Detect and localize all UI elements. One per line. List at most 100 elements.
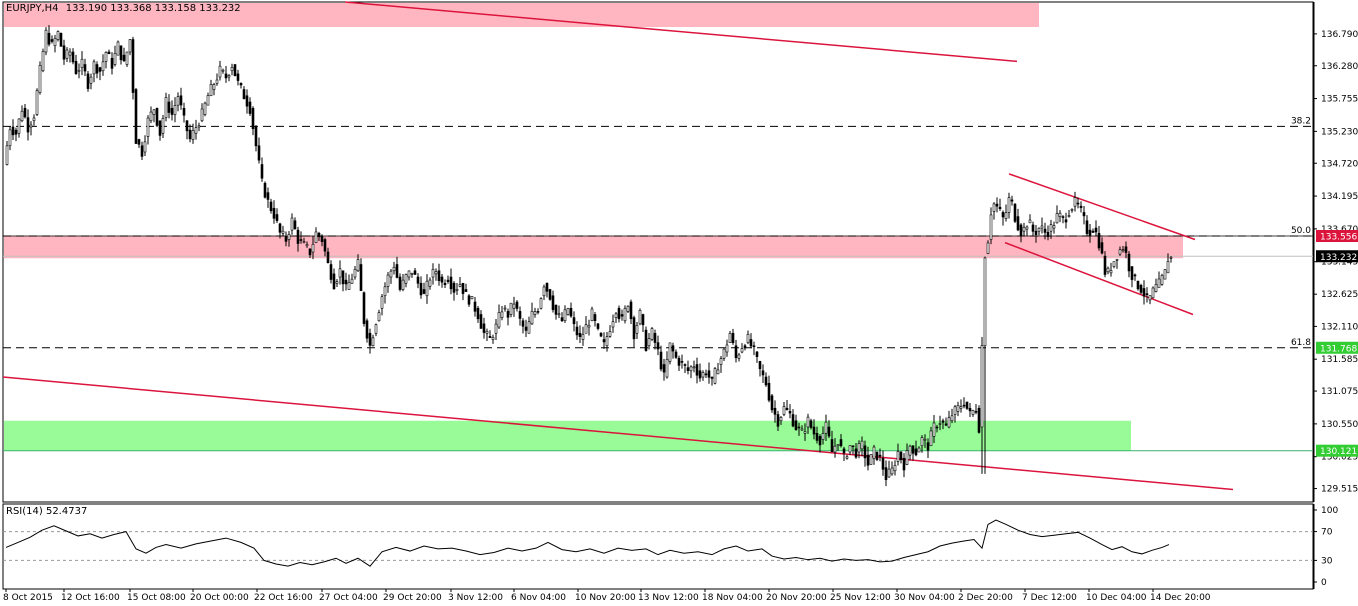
- candle-body: [758, 361, 762, 370]
- candle-body: [320, 236, 324, 242]
- y-tick-label: 133.145: [1321, 258, 1358, 268]
- candle-body: [242, 89, 246, 100]
- candle-body: [722, 348, 726, 359]
- candle-body: [407, 270, 411, 278]
- candle-body: [347, 282, 351, 290]
- candle-body: [1169, 257, 1173, 259]
- candle-body: [332, 273, 336, 290]
- trendline: [2, 376, 1234, 491]
- candle-body: [938, 423, 942, 425]
- support-price-label: 130.121: [1320, 447, 1357, 457]
- candle-body: [1115, 258, 1119, 261]
- candle-body: [593, 314, 597, 321]
- candle-body: [128, 39, 132, 53]
- candle-body: [728, 333, 732, 343]
- fib-level-label: 61.8: [1291, 338, 1311, 348]
- candle-body: [68, 51, 72, 56]
- candle-body: [1013, 203, 1017, 222]
- candle-body: [737, 354, 741, 359]
- candle-body: [83, 64, 87, 72]
- candle-body: [1052, 225, 1056, 229]
- candle-body: [254, 126, 258, 147]
- candle-body: [716, 369, 720, 375]
- candle-body: [245, 95, 249, 107]
- candle-body: [779, 417, 783, 422]
- candle-body: [212, 84, 216, 90]
- candle-body: [941, 420, 945, 423]
- level-618-price-label: 131.768: [1320, 344, 1357, 354]
- candle-body: [512, 303, 516, 309]
- candle-body: [248, 101, 252, 114]
- y-tick-label: 134.720: [1321, 159, 1358, 169]
- rsi-tick-label: 30: [1321, 556, 1333, 566]
- x-tick-label: 2 Dec 20:00: [958, 593, 1013, 603]
- candle-body: [749, 339, 753, 347]
- candle-body: [839, 439, 843, 447]
- support-zone: [4, 420, 1131, 451]
- rsi-tick-label: 0: [1321, 578, 1327, 588]
- candle-body: [620, 314, 624, 317]
- y-tick-label: 134.195: [1321, 192, 1358, 202]
- candle-body: [659, 351, 663, 370]
- candle-body: [686, 367, 690, 371]
- candle-body: [878, 454, 882, 457]
- candle-body: [53, 38, 57, 47]
- candle-body: [974, 411, 978, 413]
- y-tick-label: 132.110: [1321, 322, 1358, 332]
- candle-body: [275, 214, 279, 221]
- candle-body: [1100, 242, 1104, 254]
- candle-body: [224, 73, 228, 79]
- candle-body: [77, 69, 81, 72]
- rsi-tick-label: 100: [1321, 506, 1338, 516]
- candle-body: [308, 248, 312, 256]
- candle-body: [677, 357, 681, 366]
- candle-body: [479, 314, 483, 329]
- candle-body: [1127, 253, 1131, 272]
- x-tick-label: 10 Nov 20:00: [575, 593, 636, 603]
- candle-body: [227, 75, 231, 78]
- candle-body: [767, 382, 771, 401]
- candle-body: [824, 421, 828, 434]
- candle-body: [335, 281, 339, 284]
- candle-body: [623, 308, 627, 322]
- candle-body: [917, 447, 921, 453]
- trendline: [344, 1, 1018, 63]
- candle-body: [113, 53, 117, 65]
- x-tick-label: 14 Dec 20:00: [1150, 593, 1211, 603]
- candle-body: [464, 289, 468, 292]
- candle-body: [35, 90, 39, 115]
- candle-body: [1031, 224, 1035, 232]
- candle-body: [485, 331, 489, 334]
- candle-body: [986, 242, 990, 254]
- candle-body: [1163, 269, 1167, 280]
- candle-body: [551, 295, 555, 310]
- candle-body: [1121, 249, 1125, 251]
- candle-body: [695, 364, 699, 376]
- x-tick-label: 13 Nov 12:00: [638, 593, 699, 603]
- candle-body: [569, 307, 573, 317]
- candle-body: [467, 295, 471, 305]
- x-tick-label: 8 Oct 2015: [3, 593, 53, 603]
- candle-body: [17, 118, 21, 134]
- candle-body: [155, 107, 159, 126]
- candle-body: [671, 345, 675, 352]
- candle-body: [578, 332, 582, 337]
- candle-body: [443, 282, 447, 286]
- candle-body: [95, 64, 99, 74]
- candle-body: [746, 334, 750, 343]
- candle-body: [761, 370, 765, 376]
- candle-body: [770, 395, 774, 411]
- candle-body: [848, 445, 852, 453]
- candle-body: [107, 51, 111, 55]
- level-50-price-label: 133.556: [1320, 233, 1357, 243]
- candle-body: [311, 244, 315, 253]
- candle-body: [65, 49, 69, 59]
- candle-body: [629, 301, 633, 320]
- candle-body: [656, 342, 660, 350]
- candle-body: [1043, 228, 1047, 233]
- candle-body: [698, 370, 702, 379]
- candle-body: [524, 326, 528, 331]
- candle-body: [413, 270, 417, 275]
- candle-body: [1148, 295, 1152, 301]
- candle-body: [62, 45, 66, 60]
